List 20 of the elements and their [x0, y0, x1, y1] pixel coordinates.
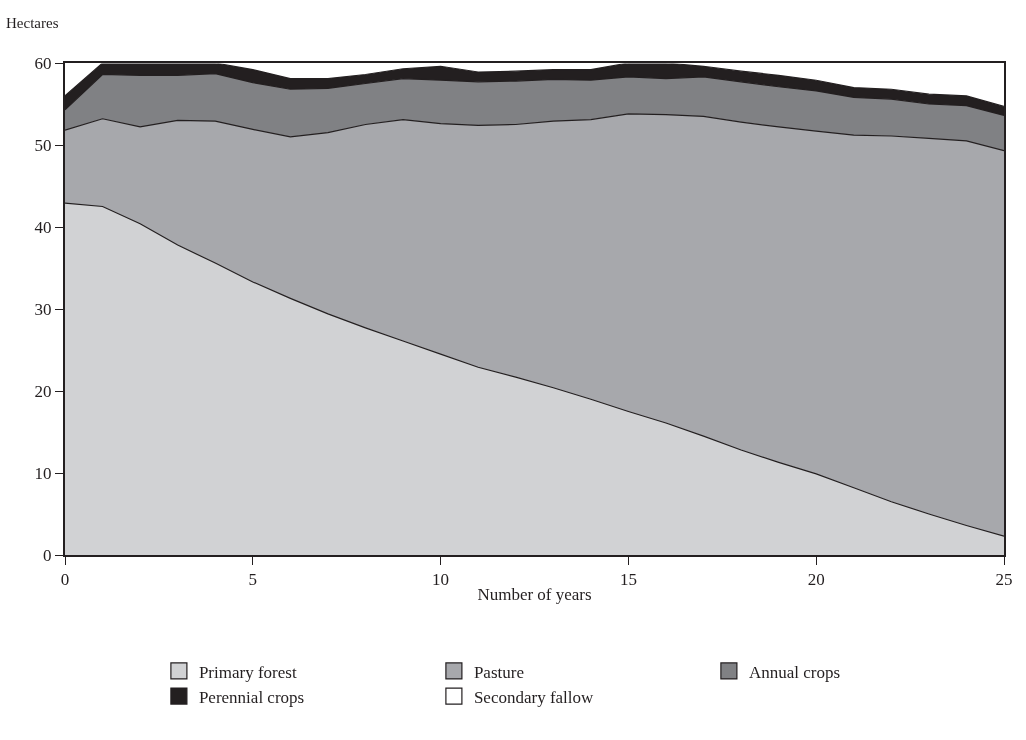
legend-label: Primary forest — [198, 662, 297, 682]
legend-label: Annual crops — [748, 662, 841, 682]
x-tick-label: 25 — [995, 570, 1013, 590]
x-tick-label: 0 — [60, 570, 70, 590]
x-tick-label: 15 — [619, 570, 637, 590]
x-axis-title: Number of years — [477, 585, 592, 605]
legend-label: Pasture — [473, 662, 524, 682]
y-tick-label: 60 — [34, 53, 52, 73]
legend-label: Perennial crops — [198, 687, 305, 707]
legend-label: Secondary fallow — [473, 687, 595, 707]
x-tick-label: 10 — [432, 570, 450, 590]
x-tick-label: 20 — [807, 570, 825, 590]
y-axis-title: Hectares — [6, 15, 59, 31]
y-tick-label: 0 — [43, 545, 52, 565]
y-tick-label: 40 — [34, 217, 52, 237]
y-tick-label: 10 — [34, 463, 52, 483]
y-tick-label: 20 — [34, 381, 52, 401]
x-tick-label: 5 — [248, 570, 258, 590]
y-tick-label: 30 — [34, 299, 52, 319]
y-tick-label: 50 — [34, 135, 52, 155]
